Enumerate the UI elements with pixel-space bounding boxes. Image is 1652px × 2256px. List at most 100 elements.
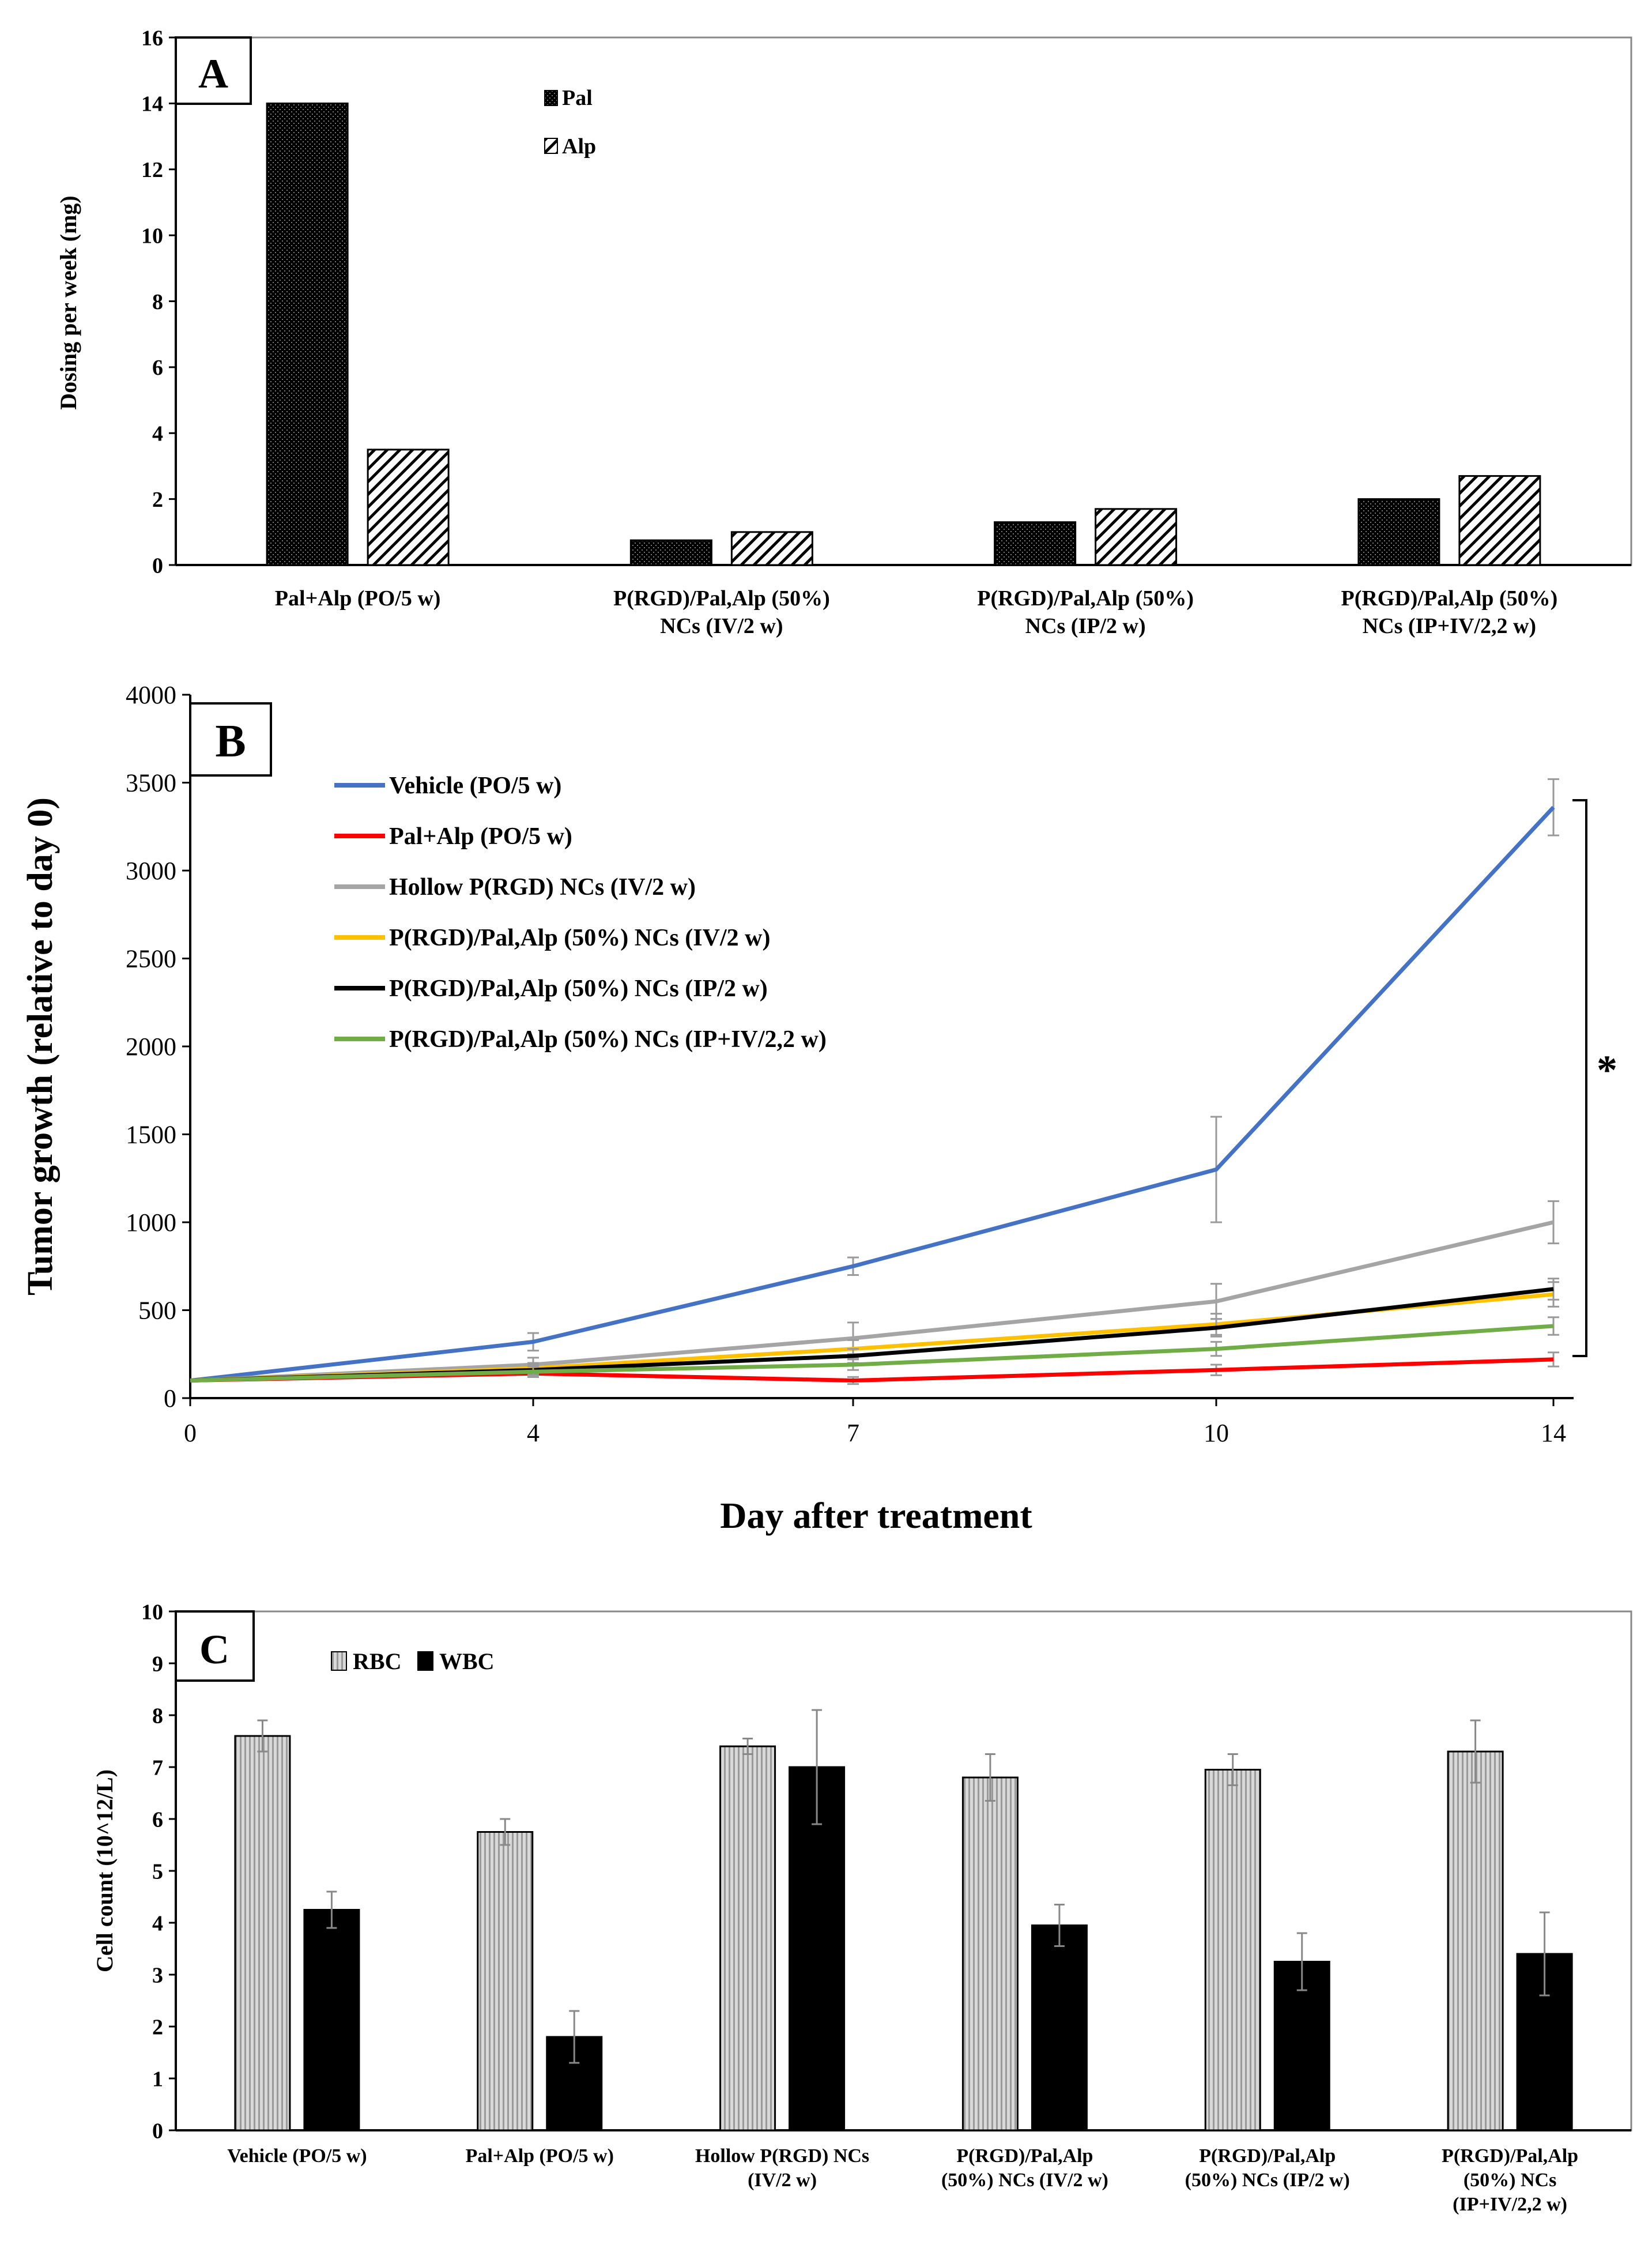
y-tick-label: 0 xyxy=(152,553,163,578)
panel-c: C 0 1 2 3 4 5 6 7 8 9 10 Cell count (10^12/L) Vehi… xyxy=(92,1600,1632,2215)
legend-swatch-alp xyxy=(544,138,558,154)
y-tick-label: 4 xyxy=(152,422,163,446)
legend-label-p-rgd-pal-alp-50-ncs-iv-2-w: P(RGD)/Pal,Alp (50%) NCs (IV/2 w) xyxy=(389,925,770,951)
panel-a: A 0 2 4 6 8 10 12 14 16 Dosing per week (mg) Pal… xyxy=(55,26,1632,638)
x-tick-label: 14 xyxy=(1541,1419,1566,1447)
bar-pal-3 xyxy=(994,521,1077,566)
error-bar-rbc-5 xyxy=(1227,1753,1238,1786)
y-tick-label: 3 xyxy=(152,1963,163,1987)
bar-alp-4 xyxy=(1458,475,1541,566)
x-category-label: (50%) NCs (IP/2 w) xyxy=(1185,2170,1350,2191)
x-category-label: NCs (IP/2 w) xyxy=(1025,614,1146,638)
x-category-label: Pal+Alp (PO/5 w) xyxy=(275,586,441,611)
panel-c-label-box: C xyxy=(175,1610,255,1682)
panel-c-label: C xyxy=(199,1626,229,1673)
x-tick-label: 10 xyxy=(1204,1419,1229,1447)
error-bar-rbc-2 xyxy=(500,1818,511,1846)
bar-rbc-1 xyxy=(234,1735,291,2131)
x-category-label: Hollow P(RGD) NCs xyxy=(695,2145,869,2167)
y-tick-label: 500 xyxy=(138,1297,176,1325)
y-tick-label: 12 xyxy=(141,158,163,182)
y-tick-label: 9 xyxy=(152,1652,163,1676)
y-tick-label: 0 xyxy=(164,1384,176,1413)
line-p-rgd-pal-alp-50-ncs-ip-iv-2-2-w xyxy=(190,1324,1554,1383)
panel-a-label-box: A xyxy=(175,36,252,105)
error-bar-wbc-4 xyxy=(1054,1904,1065,1947)
line-vehicle-po-5-w xyxy=(190,805,1555,1383)
error-bar-wbc-6 xyxy=(1539,1911,1550,1997)
panel-b: B 0 500 1000 1500 2000 2500 3000 3500 4000 0 4 7 10… xyxy=(21,681,1617,1536)
error-bar-rbc-1 xyxy=(257,1719,268,1753)
bar-rbc-6 xyxy=(1447,1750,1504,2131)
panel-b-y-axis-label: Tumor growth (relative to day 0) xyxy=(21,797,60,1295)
y-tick-label: 2 xyxy=(152,488,163,512)
panel-a-legend: Pal Alp xyxy=(544,86,596,159)
legend-swatch-pal xyxy=(544,90,558,106)
panel-c-plot-frame xyxy=(175,1610,1632,2131)
y-tick-label: 8 xyxy=(152,1704,163,1728)
legend-label-pal-alp-po-5-w: Pal+Alp (PO/5 w) xyxy=(389,823,572,850)
x-tick-label: 4 xyxy=(527,1419,540,1447)
y-tick-label: 2000 xyxy=(126,1033,176,1061)
error-bar-wbc-2 xyxy=(569,2010,580,2064)
x-tick-label: 7 xyxy=(847,1419,859,1447)
x-category-label: P(RGD)/Pal,Alp (50%) xyxy=(977,586,1194,611)
legend-swatch-wbc xyxy=(417,1651,433,1671)
bar-rbc-4 xyxy=(961,1776,1019,2131)
x-category-label: Pal+Alp (PO/5 w) xyxy=(466,2145,614,2167)
y-tick-label: 6 xyxy=(152,1807,163,1832)
y-tick-label: 10 xyxy=(141,224,163,248)
x-category-label: P(RGD)/Pal,Alp xyxy=(956,2145,1093,2167)
y-tick-label: 4 xyxy=(152,1911,163,1935)
bar-rbc-3 xyxy=(719,1745,776,2131)
panel-b-x-axis-label: Day after treatment xyxy=(720,1495,1032,1536)
legend-label-vehicle-po-5-w: Vehicle (PO/5 w) xyxy=(389,773,561,799)
bar-pal-4 xyxy=(1357,498,1440,566)
y-tick-label: 1000 xyxy=(126,1208,176,1237)
x-category-label: (50%) NCs xyxy=(1464,2170,1556,2191)
series-p-rgd-pal-alp-50-ncs-ip-iv-2-2-w xyxy=(190,1316,1559,1383)
y-tick-label: 3500 xyxy=(126,769,176,797)
bar-rbc-2 xyxy=(477,1831,534,2131)
bar-alp-1 xyxy=(367,449,450,566)
x-category-label: P(RGD)/Pal,Alp xyxy=(1199,2145,1336,2167)
x-category-label: Vehicle (PO/5 w) xyxy=(227,2145,367,2167)
bar-wbc-1 xyxy=(303,1909,360,2131)
y-tick-label: 14 xyxy=(141,92,163,116)
x-category-label: (IV/2 w) xyxy=(748,2170,817,2191)
y-tick-label: 6 xyxy=(152,356,163,380)
y-tick-label: 0 xyxy=(152,2119,163,2143)
error-bar-wbc-3 xyxy=(812,1709,823,1825)
bar-alp-2 xyxy=(730,531,813,566)
x-category-label: P(RGD)/Pal,Alp xyxy=(1442,2145,1578,2167)
error-bar-wbc-1 xyxy=(326,1890,337,1929)
y-tick-label: 2500 xyxy=(126,945,176,973)
y-tick-label: 5 xyxy=(152,1859,163,1884)
panel-c-legend: RBC WBC xyxy=(331,1648,495,1674)
x-category-label: (50%) NCs (IV/2 w) xyxy=(941,2170,1108,2191)
panel-b-legend: Vehicle (PO/5 w) Pal+Alp (PO/5 w) Hollow P… xyxy=(334,773,827,1053)
bar-pal-2 xyxy=(629,539,712,566)
panel-b-label: B xyxy=(215,716,246,767)
legend-label-p-rgd-pal-alp-50-ncs-ip-iv-2-2-w: P(RGD)/Pal,Alp (50%) NCs (IP+IV/2,2 w) xyxy=(389,1026,827,1053)
x-category-label: P(RGD)/Pal,Alp (50%) xyxy=(1341,586,1558,611)
bar-alp-3 xyxy=(1095,508,1178,566)
error-bar-rbc-3 xyxy=(742,1738,753,1755)
y-tick-label: 3000 xyxy=(126,857,176,885)
y-tick-label: 7 xyxy=(152,1756,163,1780)
y-tick-label: 2 xyxy=(152,2015,163,2039)
x-category-label: NCs (IV/2 w) xyxy=(660,614,783,638)
panel-b-label-box: B xyxy=(189,702,272,777)
series-vehicle-po-5-w xyxy=(190,778,1559,1383)
x-category-label: NCs (IP+IV/2,2 w) xyxy=(1363,614,1536,638)
x-category-label: P(RGD)/Pal,Alp (50%) xyxy=(613,586,830,611)
legend-label-rbc: RBC xyxy=(353,1648,401,1674)
y-tick-label: 1 xyxy=(152,2067,163,2091)
y-tick-label: 1500 xyxy=(126,1121,176,1149)
significance-star: * xyxy=(1597,1047,1617,1093)
x-tick-label: 0 xyxy=(184,1419,197,1447)
legend-label-wbc: WBC xyxy=(439,1648,495,1674)
bar-wbc-4 xyxy=(1031,1924,1088,2131)
panel-c-y-axis-label: Cell count (10^12/L) xyxy=(92,1769,118,1972)
